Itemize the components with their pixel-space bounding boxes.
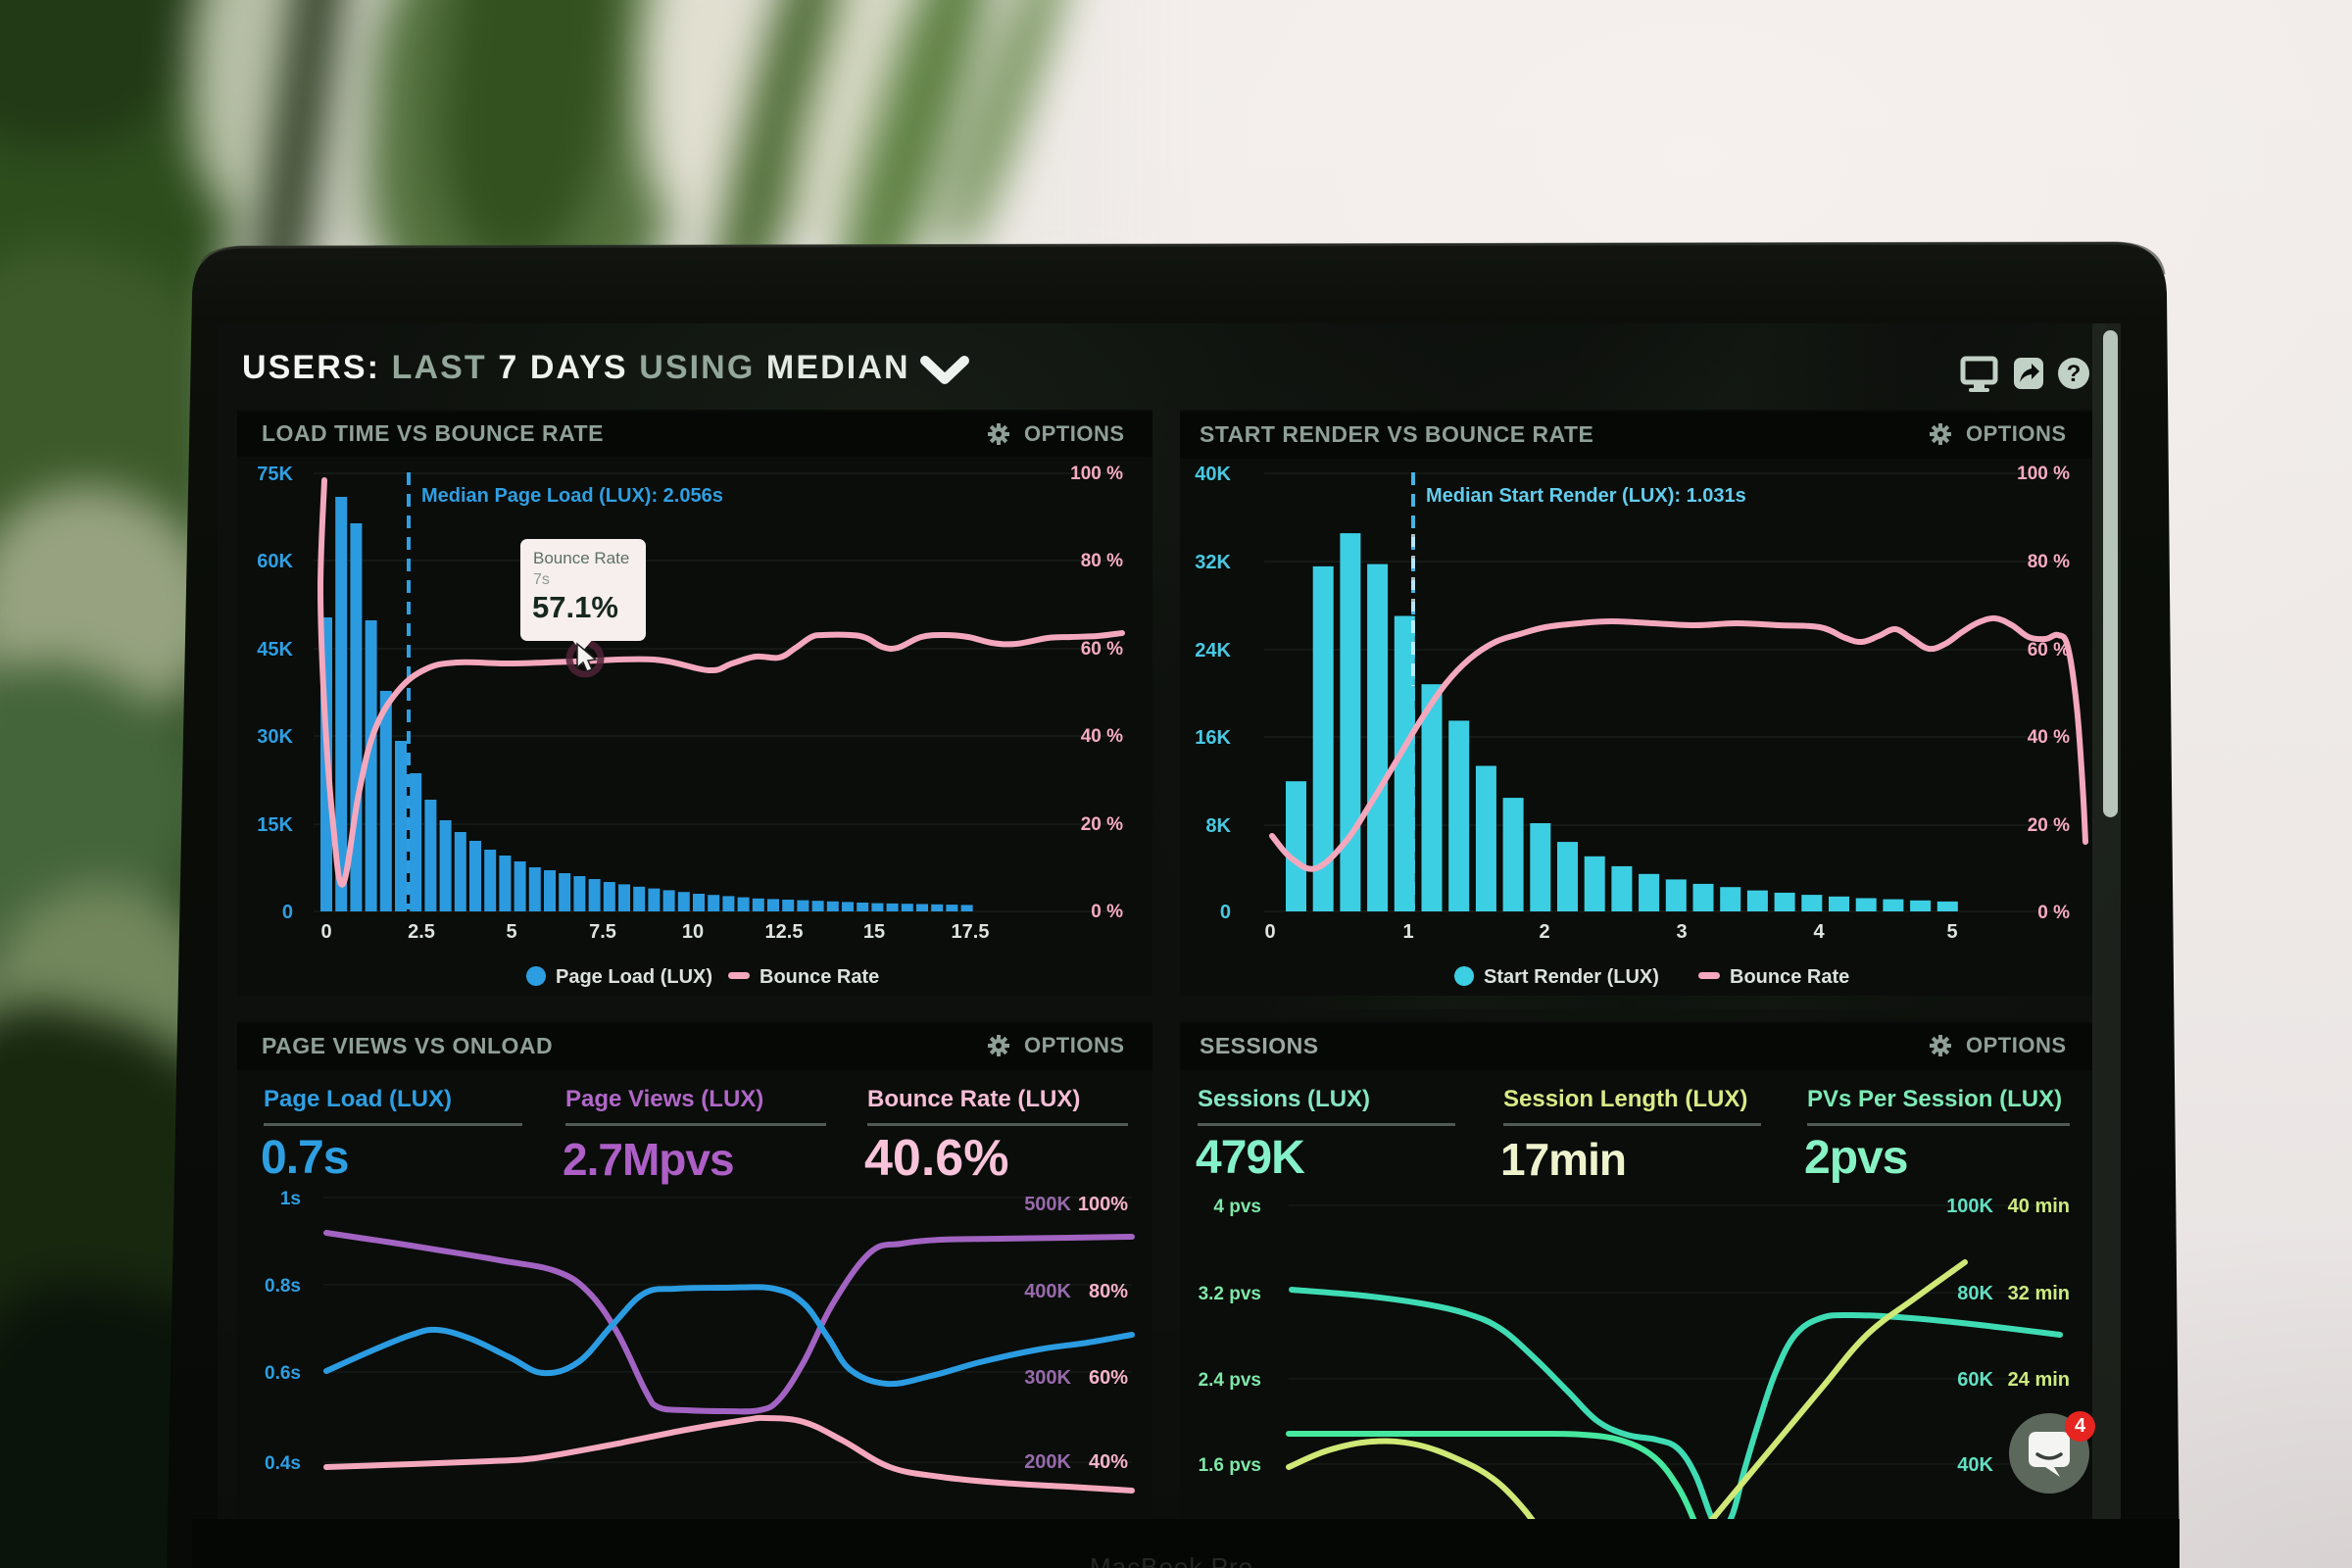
- svg-text:0: 0: [320, 921, 331, 943]
- svg-text:75K: 75K: [257, 464, 293, 485]
- svg-text:32 min: 32 min: [2008, 1283, 2070, 1304]
- svg-text:80%: 80%: [1089, 1281, 1128, 1302]
- svg-text:100 %: 100 %: [1070, 464, 1123, 484]
- svg-text:4 pvs: 4 pvs: [1213, 1197, 1261, 1217]
- svg-text:24K: 24K: [1195, 640, 1231, 662]
- svg-text:5: 5: [506, 921, 516, 943]
- svg-text:300K: 300K: [1024, 1367, 1071, 1389]
- svg-text:60 %: 60 %: [1081, 639, 1123, 660]
- svg-text:2.4 pvs: 2.4 pvs: [1199, 1370, 1261, 1391]
- svg-text:1: 1: [1402, 921, 1413, 943]
- svg-text:40K: 40K: [1957, 1454, 1993, 1476]
- svg-text:7.5: 7.5: [589, 921, 616, 943]
- svg-text:Median Start Render (LUX): 1.0: Median Start Render (LUX): 1.031s: [1426, 485, 1746, 507]
- svg-text:400K: 400K: [1024, 1281, 1071, 1302]
- svg-text:100 %: 100 %: [2017, 464, 2070, 484]
- svg-text:60 %: 60 %: [2028, 640, 2070, 661]
- svg-text:200K: 200K: [1024, 1451, 1071, 1473]
- svg-text:Start Render (LUX): Start Render (LUX): [1484, 966, 1659, 988]
- svg-text:2.5: 2.5: [408, 921, 435, 943]
- svg-text:15: 15: [863, 921, 885, 943]
- svg-text:0: 0: [1264, 921, 1275, 943]
- svg-text:30K: 30K: [257, 726, 293, 748]
- svg-text:80K: 80K: [1957, 1283, 1993, 1304]
- svg-text:100%: 100%: [1078, 1194, 1128, 1215]
- svg-text:40 %: 40 %: [2028, 727, 2070, 748]
- svg-text:60K: 60K: [1957, 1369, 1993, 1391]
- svg-text:40 %: 40 %: [1081, 726, 1123, 747]
- svg-text:3.2 pvs: 3.2 pvs: [1199, 1284, 1261, 1304]
- svg-text:80 %: 80 %: [2028, 552, 2070, 572]
- svg-text:40K: 40K: [1195, 464, 1231, 485]
- svg-text:0: 0: [282, 902, 293, 923]
- svg-text:20 %: 20 %: [2028, 815, 2070, 836]
- svg-text:4: 4: [1813, 921, 1825, 943]
- svg-text:Median Page Load (LUX): 2.056s: Median Page Load (LUX): 2.056s: [421, 485, 723, 507]
- svg-text:32K: 32K: [1195, 552, 1231, 573]
- svg-text:2: 2: [1539, 921, 1549, 943]
- svg-text:0: 0: [1220, 902, 1231, 923]
- svg-text:45K: 45K: [257, 639, 293, 661]
- svg-text:1.6 pvs: 1.6 pvs: [1199, 1455, 1261, 1476]
- svg-text:40 min: 40 min: [2008, 1196, 2070, 1217]
- svg-text:?: ?: [2067, 361, 2082, 387]
- svg-text:1s: 1s: [280, 1189, 301, 1209]
- svg-text:15K: 15K: [257, 814, 293, 836]
- svg-text:24 min: 24 min: [2008, 1369, 2070, 1391]
- svg-text:10: 10: [682, 921, 704, 943]
- svg-text:Bounce Rate: Bounce Rate: [1730, 966, 1849, 988]
- svg-text:17.5: 17.5: [952, 921, 990, 943]
- svg-text:60K: 60K: [257, 551, 293, 572]
- svg-text:3: 3: [1676, 921, 1687, 943]
- svg-text:100K: 100K: [1946, 1196, 1993, 1217]
- svg-text:20 %: 20 %: [1081, 814, 1123, 835]
- svg-text:Bounce Rate: Bounce Rate: [760, 966, 879, 988]
- svg-text:0 %: 0 %: [2037, 903, 2070, 923]
- svg-text:Page Load (LUX): Page Load (LUX): [556, 966, 712, 988]
- svg-text:0.8s: 0.8s: [265, 1276, 301, 1297]
- svg-text:16K: 16K: [1195, 727, 1231, 749]
- svg-text:60%: 60%: [1089, 1367, 1128, 1389]
- svg-text:0.4s: 0.4s: [265, 1453, 301, 1474]
- svg-text:0.6s: 0.6s: [265, 1363, 301, 1384]
- svg-text:8K: 8K: [1205, 815, 1231, 837]
- svg-text:40%: 40%: [1089, 1451, 1128, 1473]
- svg-text:5: 5: [1946, 921, 1957, 943]
- svg-text:0 %: 0 %: [1091, 902, 1123, 922]
- svg-text:80 %: 80 %: [1081, 551, 1123, 571]
- svg-text:12.5: 12.5: [765, 921, 804, 943]
- svg-text:500K: 500K: [1024, 1194, 1071, 1215]
